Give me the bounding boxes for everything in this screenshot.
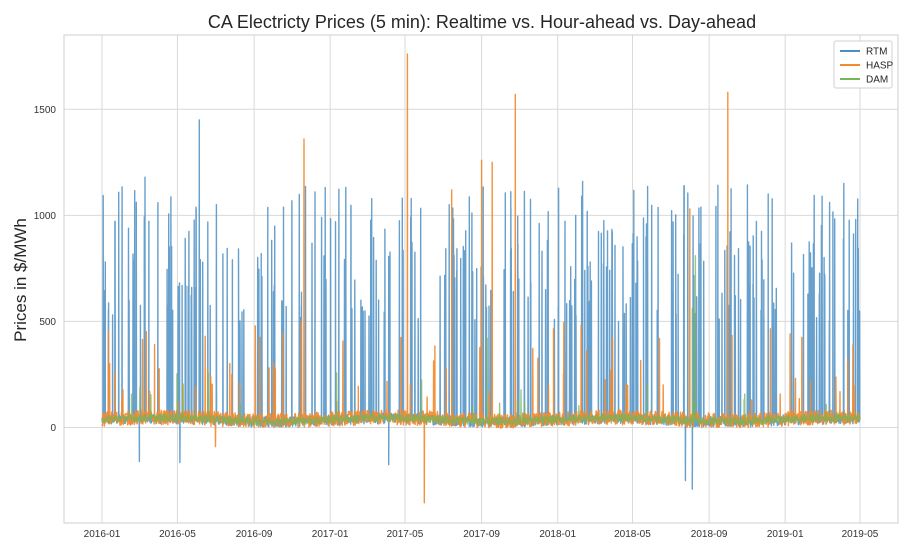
- y-tick-label: 1000: [34, 211, 57, 222]
- x-tick-label: 2018-09: [691, 529, 728, 540]
- x-tick-label: 2019-05: [842, 529, 879, 540]
- y-tick-label: 0: [50, 423, 56, 434]
- x-tick-label: 2016-05: [159, 529, 196, 540]
- tick-labels: 2016-01 2016-05 2016-09 2017-01 2017-05 2017-…: [34, 105, 879, 540]
- y-tick-label: 1500: [34, 105, 57, 116]
- x-tick-label: 2018-05: [614, 529, 651, 540]
- legend-label-dam: DAM: [866, 75, 888, 86]
- x-tick-label: 2019-01: [767, 529, 804, 540]
- y-axis-label: Prices in $/MWh: [11, 218, 30, 342]
- x-tick-label: 2017-05: [387, 529, 424, 540]
- legend-label-hasp: HASP: [866, 61, 894, 72]
- x-tick-label: 2016-09: [236, 529, 273, 540]
- plot-frame: [63, 34, 899, 524]
- series-line-dam: [101, 255, 861, 426]
- y-tick-label: 500: [39, 317, 56, 328]
- legend-box: [833, 40, 893, 89]
- chart-title: CA Electricty Prices (5 min): Realtime v…: [208, 12, 756, 32]
- legend-label-rtm: RTM: [866, 47, 887, 58]
- x-tick-label: 2016-01: [84, 529, 121, 540]
- x-tick-label: 2017-09: [463, 529, 500, 540]
- x-tick-label: 2018-01: [539, 529, 576, 540]
- plot-border: [63, 34, 899, 524]
- x-tick-label: 2017-01: [312, 529, 349, 540]
- legend: RTM HASP DAM: [833, 40, 894, 89]
- plot-area: [101, 53, 861, 504]
